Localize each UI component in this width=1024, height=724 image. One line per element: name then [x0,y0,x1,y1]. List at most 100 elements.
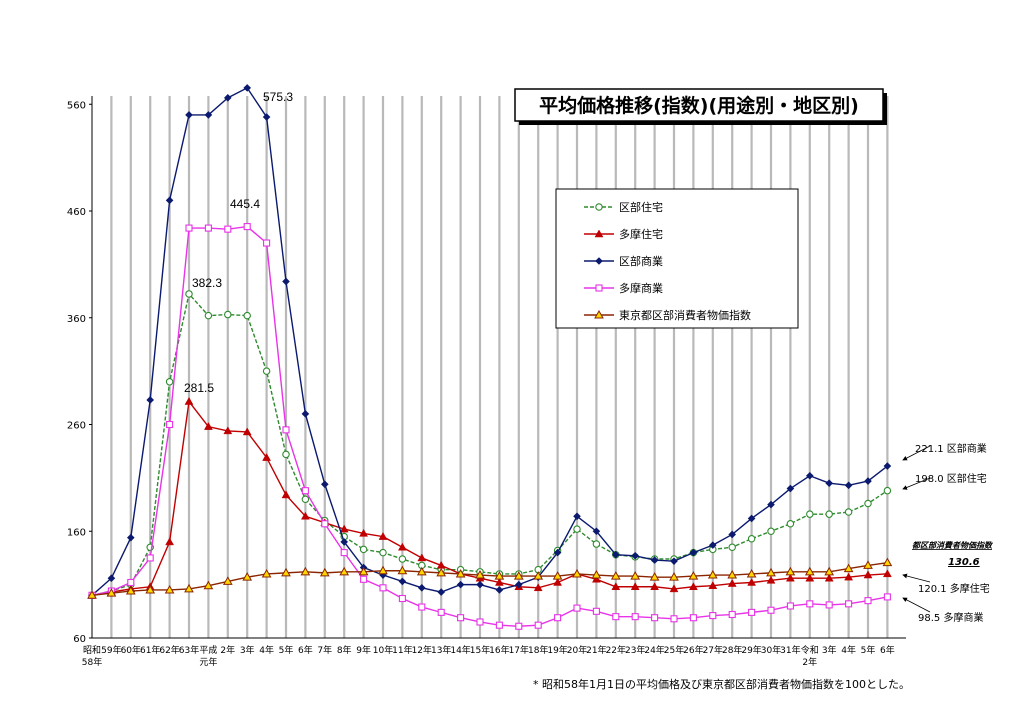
data-point [261,568,272,578]
x-tick-label: 13年 [431,644,451,656]
x-tick-label: 27年 [703,644,723,656]
data-point [203,422,213,430]
data-point [727,579,737,587]
data-point [397,542,407,551]
data-point [223,426,233,435]
data-point [595,257,603,265]
data-point [883,593,891,601]
data-point [882,569,892,578]
data-point [805,573,815,582]
data-point [224,94,232,102]
arrow-kubu-shogyo [902,445,931,461]
data-point [689,548,698,557]
data-point [553,577,563,586]
data-point [786,520,795,528]
arrow-kubu-jutaku [902,477,931,490]
data-point [379,584,387,592]
data-point [786,602,794,610]
data-point [748,608,756,616]
data-point [708,581,718,589]
series-line [91,87,888,596]
series-3 [88,223,891,630]
data-point [612,613,620,621]
data-point [359,528,369,537]
data-point [767,527,775,535]
data-point [554,614,562,622]
data-point [806,600,814,608]
data-point [594,229,604,238]
x-tick-label: 26年 [683,644,703,656]
x-tick-label: 20年 [567,644,587,656]
data-point [806,471,814,480]
data-point [185,111,193,119]
data-point [166,420,174,429]
data-point [301,487,309,495]
x-tick-label: 14年 [450,644,470,656]
data-point [360,575,368,583]
data-point [282,450,290,459]
data-point [262,113,271,121]
data-point [494,571,505,580]
data-point [398,555,407,563]
x-tick-label: 5年 [279,644,294,656]
x-tick-label: 16年 [489,644,509,656]
data-point [649,572,660,581]
data-point [359,545,368,554]
end-label-cpi-title: 都区部消費者物価指数 [912,541,994,550]
data-point [106,588,117,597]
data-point [591,574,601,583]
data-point [766,575,776,584]
data-point [515,622,523,630]
data-point [203,580,214,590]
data-point [513,571,524,580]
data-point [204,311,213,320]
data-point [573,512,581,521]
data-point [630,582,640,591]
data-point [747,577,757,586]
data-point [707,570,718,579]
x-tick-label: 令和 [801,644,819,656]
data-point [300,566,311,576]
data-point [300,511,310,520]
x-tick-label: 63年 [179,644,199,656]
data-point [572,568,582,578]
data-point [495,586,504,594]
data-point [204,111,213,119]
data-point [417,553,427,562]
data-point [747,534,756,543]
peak-label-tama-shogyo: 445.4 [230,197,260,211]
data-point [436,567,447,577]
data-point [165,537,175,546]
data-point [184,397,194,405]
series-line [91,399,888,596]
data-point [456,580,465,589]
data-point [669,572,679,581]
x-tick-label: 21年 [586,644,606,656]
data-point [146,396,154,404]
data-point [339,524,349,533]
data-point [728,530,736,539]
data-point [262,453,272,461]
data-point [242,427,252,436]
data-point [476,580,484,589]
data-point [612,550,620,559]
chart-title-box: 平均価格推移(指数)(用途別・地区別) [514,88,887,125]
data-point [321,480,329,489]
data-point [882,557,893,567]
data-point [863,560,873,569]
data-point [263,239,271,247]
data-point [592,607,600,615]
y-tick-label: 560 [67,100,86,111]
y-tick-label: 460 [67,207,86,218]
data-point [533,583,543,592]
data-point [573,604,581,612]
data-point [670,615,678,623]
data-point [378,532,388,540]
data-point [418,584,426,592]
x-tick-label: 18年 [528,644,548,656]
data-point [785,566,796,576]
data-point [747,514,756,523]
data-point [727,570,738,579]
data-point [689,614,697,622]
